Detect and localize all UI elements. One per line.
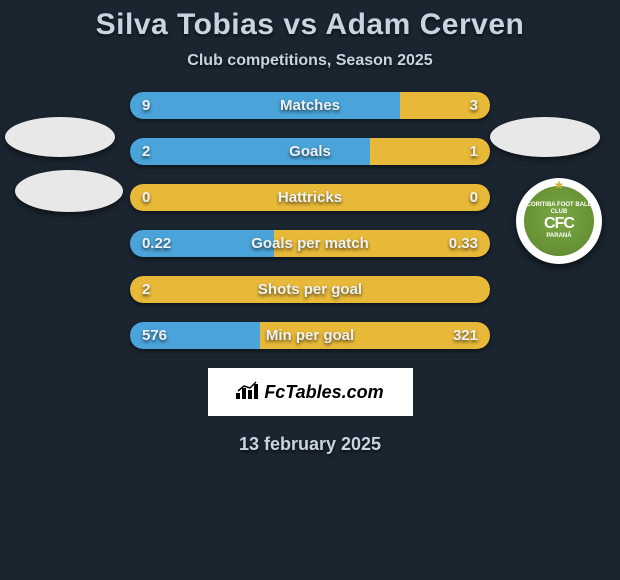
stat-label: Matches: [130, 92, 490, 119]
logo-top-text: CORITIBA FOOT BALL CLUB: [524, 202, 594, 215]
chart-icon: [236, 381, 258, 404]
logo-center-text: CFC: [544, 215, 574, 233]
club-logo-inner: ★ CORITIBA FOOT BALL CLUB CFC PARANÁ: [524, 186, 594, 256]
stat-row: 576321Min per goal: [130, 322, 490, 349]
fctables-text: FcTables.com: [264, 382, 383, 403]
stat-label: Shots per goal: [130, 276, 490, 303]
page-title: Silva Tobias vs Adam Cerven: [0, 8, 620, 42]
stat-row: 93Matches: [130, 92, 490, 119]
logo-bottom-text: PARANÁ: [546, 233, 571, 240]
player1-badge-placeholder-1: [5, 117, 115, 157]
stat-label: Goals per match: [130, 230, 490, 257]
star-icon: ★: [554, 178, 565, 192]
stat-row: 2Shots per goal: [130, 276, 490, 303]
stats-container: 93Matches 21Goals 00Hattricks 0.220.33Goals…: [130, 92, 490, 349]
date-label: 13 february 2025: [0, 434, 620, 455]
fctables-badge: FcTables.com: [208, 368, 413, 416]
club-logo: ★ CORITIBA FOOT BALL CLUB CFC PARANÁ: [516, 178, 602, 264]
subtitle: Club competitions, Season 2025: [0, 52, 620, 70]
stat-row: 0.220.33Goals per match: [130, 230, 490, 257]
stat-row: 00Hattricks: [130, 184, 490, 211]
stat-label: Min per goal: [130, 322, 490, 349]
stat-label: Goals: [130, 138, 490, 165]
stat-label: Hattricks: [130, 184, 490, 211]
stat-row: 21Goals: [130, 138, 490, 165]
player1-badge-placeholder-2: [15, 170, 123, 212]
main-container: Silva Tobias vs Adam Cerven Club competi…: [0, 0, 620, 455]
player2-badge-placeholder-1: [490, 117, 600, 157]
